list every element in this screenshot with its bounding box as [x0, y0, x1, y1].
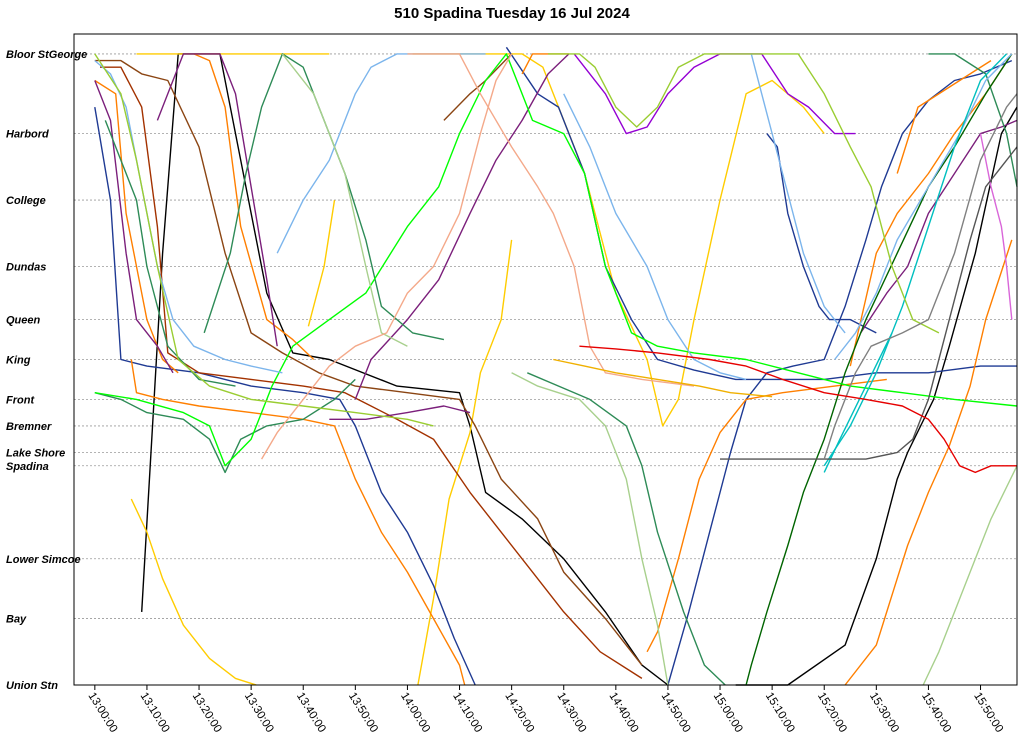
tick-label-1: 13:10:00	[138, 690, 172, 734]
stop-label-7: Bremner	[6, 421, 52, 433]
trip-line-18	[646, 378, 887, 653]
trip-line-12	[94, 59, 643, 666]
tick-label-4: 13:40:00	[294, 690, 328, 734]
tick-label-2: 13:20:00	[190, 690, 224, 734]
stop-label-4: Queen	[6, 315, 41, 327]
trip-line-43	[548, 53, 940, 334]
trip-line-3	[412, 53, 825, 427]
trip-line-52	[579, 345, 1017, 474]
stop-label-10: Lower Simcoe	[6, 554, 81, 566]
tick-label-16: 15:40:00	[919, 690, 953, 734]
trip-line-7	[505, 46, 1017, 381]
tick-label-7: 14:10:00	[450, 690, 484, 734]
tick-label-0: 13:00:00	[86, 690, 120, 734]
trip-line-9	[766, 133, 877, 334]
trip-line-0	[141, 53, 669, 686]
trip-line-29	[203, 53, 445, 341]
trip-line-17	[521, 53, 569, 75]
trip-line-20	[896, 60, 992, 174]
trip-line-50	[720, 146, 1018, 460]
tick-label-5: 13:50:00	[346, 690, 380, 734]
stop-labels: Bloor StGeorge Harbord College Dundas Queen K…	[6, 49, 87, 692]
trip-line-37	[563, 93, 747, 381]
trip-line-22	[573, 53, 856, 135]
tick-label-8: 14:20:00	[502, 690, 536, 734]
trip-line-32	[94, 378, 356, 474]
plot-frame	[73, 33, 1018, 686]
chart-title: 510 Spadina Tuesday 16 Jul 2024	[394, 5, 630, 22]
trip-line-44	[511, 372, 669, 686]
tick-label-12: 15:00:00	[711, 690, 745, 734]
stop-label-8: Lake Shore	[6, 448, 65, 460]
trip-line-35	[94, 60, 283, 374]
tick-label-17: 15:50:00	[971, 690, 1005, 734]
trip-line-16	[193, 53, 315, 361]
tick-label-14: 15:20:00	[815, 690, 849, 734]
trip-line-11	[100, 66, 643, 679]
stop-label-0: Bloor StGeorge	[6, 49, 87, 61]
grid-lines	[74, 53, 1017, 686]
trip-line-42	[94, 53, 434, 427]
trip-line-24	[156, 53, 278, 347]
trip-line-8	[94, 106, 476, 686]
trip-line-39	[834, 53, 1013, 360]
stop-label-5: King	[6, 355, 31, 367]
trip-line-25	[354, 53, 570, 400]
trip-line-10	[667, 59, 1013, 686]
trip-line-46	[281, 53, 408, 347]
trip-line-47	[407, 53, 695, 387]
trip-line-53	[553, 358, 773, 398]
trip-line-6	[307, 199, 336, 327]
trip-line-41	[823, 332, 893, 473]
trip-line-19	[844, 239, 1013, 686]
trip-line-26	[329, 405, 471, 420]
tick-label-15: 15:30:00	[867, 690, 901, 734]
tick-label-3: 13:30:00	[242, 690, 276, 734]
trip-lines	[94, 46, 1018, 686]
trip-line-51	[823, 93, 1018, 460]
trip-line-45	[922, 465, 1018, 686]
trip-line-31	[928, 53, 1018, 187]
trip-line-15	[94, 79, 179, 374]
trip-line-5	[417, 239, 513, 686]
tick-label-13: 15:10:00	[763, 690, 797, 734]
trip-line-49	[979, 133, 1013, 320]
trip-line-48	[260, 53, 513, 460]
stop-label-1: Harbord	[6, 129, 49, 141]
stop-label-12: Union Stn	[6, 680, 58, 692]
trip-line-40	[823, 53, 1008, 467]
trip-line-23	[94, 80, 174, 374]
stop-label-6: Front	[6, 394, 35, 406]
trip-line-4	[130, 498, 257, 686]
stop-label-2: College	[6, 195, 46, 207]
tick-label-9: 14:30:00	[554, 690, 588, 734]
stop-label-11: Bay	[6, 614, 27, 626]
time-axis: 13:00:00 13:10:00 13:20:00 13:30:00 13:40:00…	[86, 685, 1005, 735]
trip-line-13	[443, 53, 513, 121]
tick-label-10: 14:40:00	[607, 690, 641, 734]
tick-label-6: 14:00:00	[398, 690, 432, 734]
trip-line-27	[860, 119, 1018, 334]
tick-label-11: 14:50:00	[659, 690, 693, 734]
stop-label-3: Dundas	[6, 262, 46, 274]
trip-line-38	[750, 53, 846, 334]
trip-line-30	[527, 372, 726, 686]
trip-line-1	[735, 106, 1018, 686]
stop-label-9: Spadina	[6, 461, 49, 473]
trip-line-34	[94, 53, 1018, 467]
trip-line-14	[130, 359, 466, 686]
trip-line-28	[104, 120, 236, 387]
